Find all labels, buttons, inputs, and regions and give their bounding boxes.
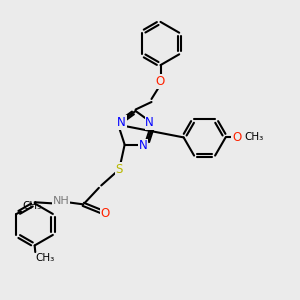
Text: S: S xyxy=(116,163,123,176)
Text: CH₃: CH₃ xyxy=(36,253,55,263)
Text: N: N xyxy=(117,116,126,129)
Text: O: O xyxy=(156,75,165,88)
Text: CH₃: CH₃ xyxy=(245,132,264,142)
Text: N: N xyxy=(139,139,147,152)
Text: N: N xyxy=(145,116,154,129)
Text: O: O xyxy=(232,131,241,144)
Text: NH: NH xyxy=(53,196,69,206)
Text: O: O xyxy=(100,206,110,220)
Text: CH₃: CH₃ xyxy=(22,201,41,211)
